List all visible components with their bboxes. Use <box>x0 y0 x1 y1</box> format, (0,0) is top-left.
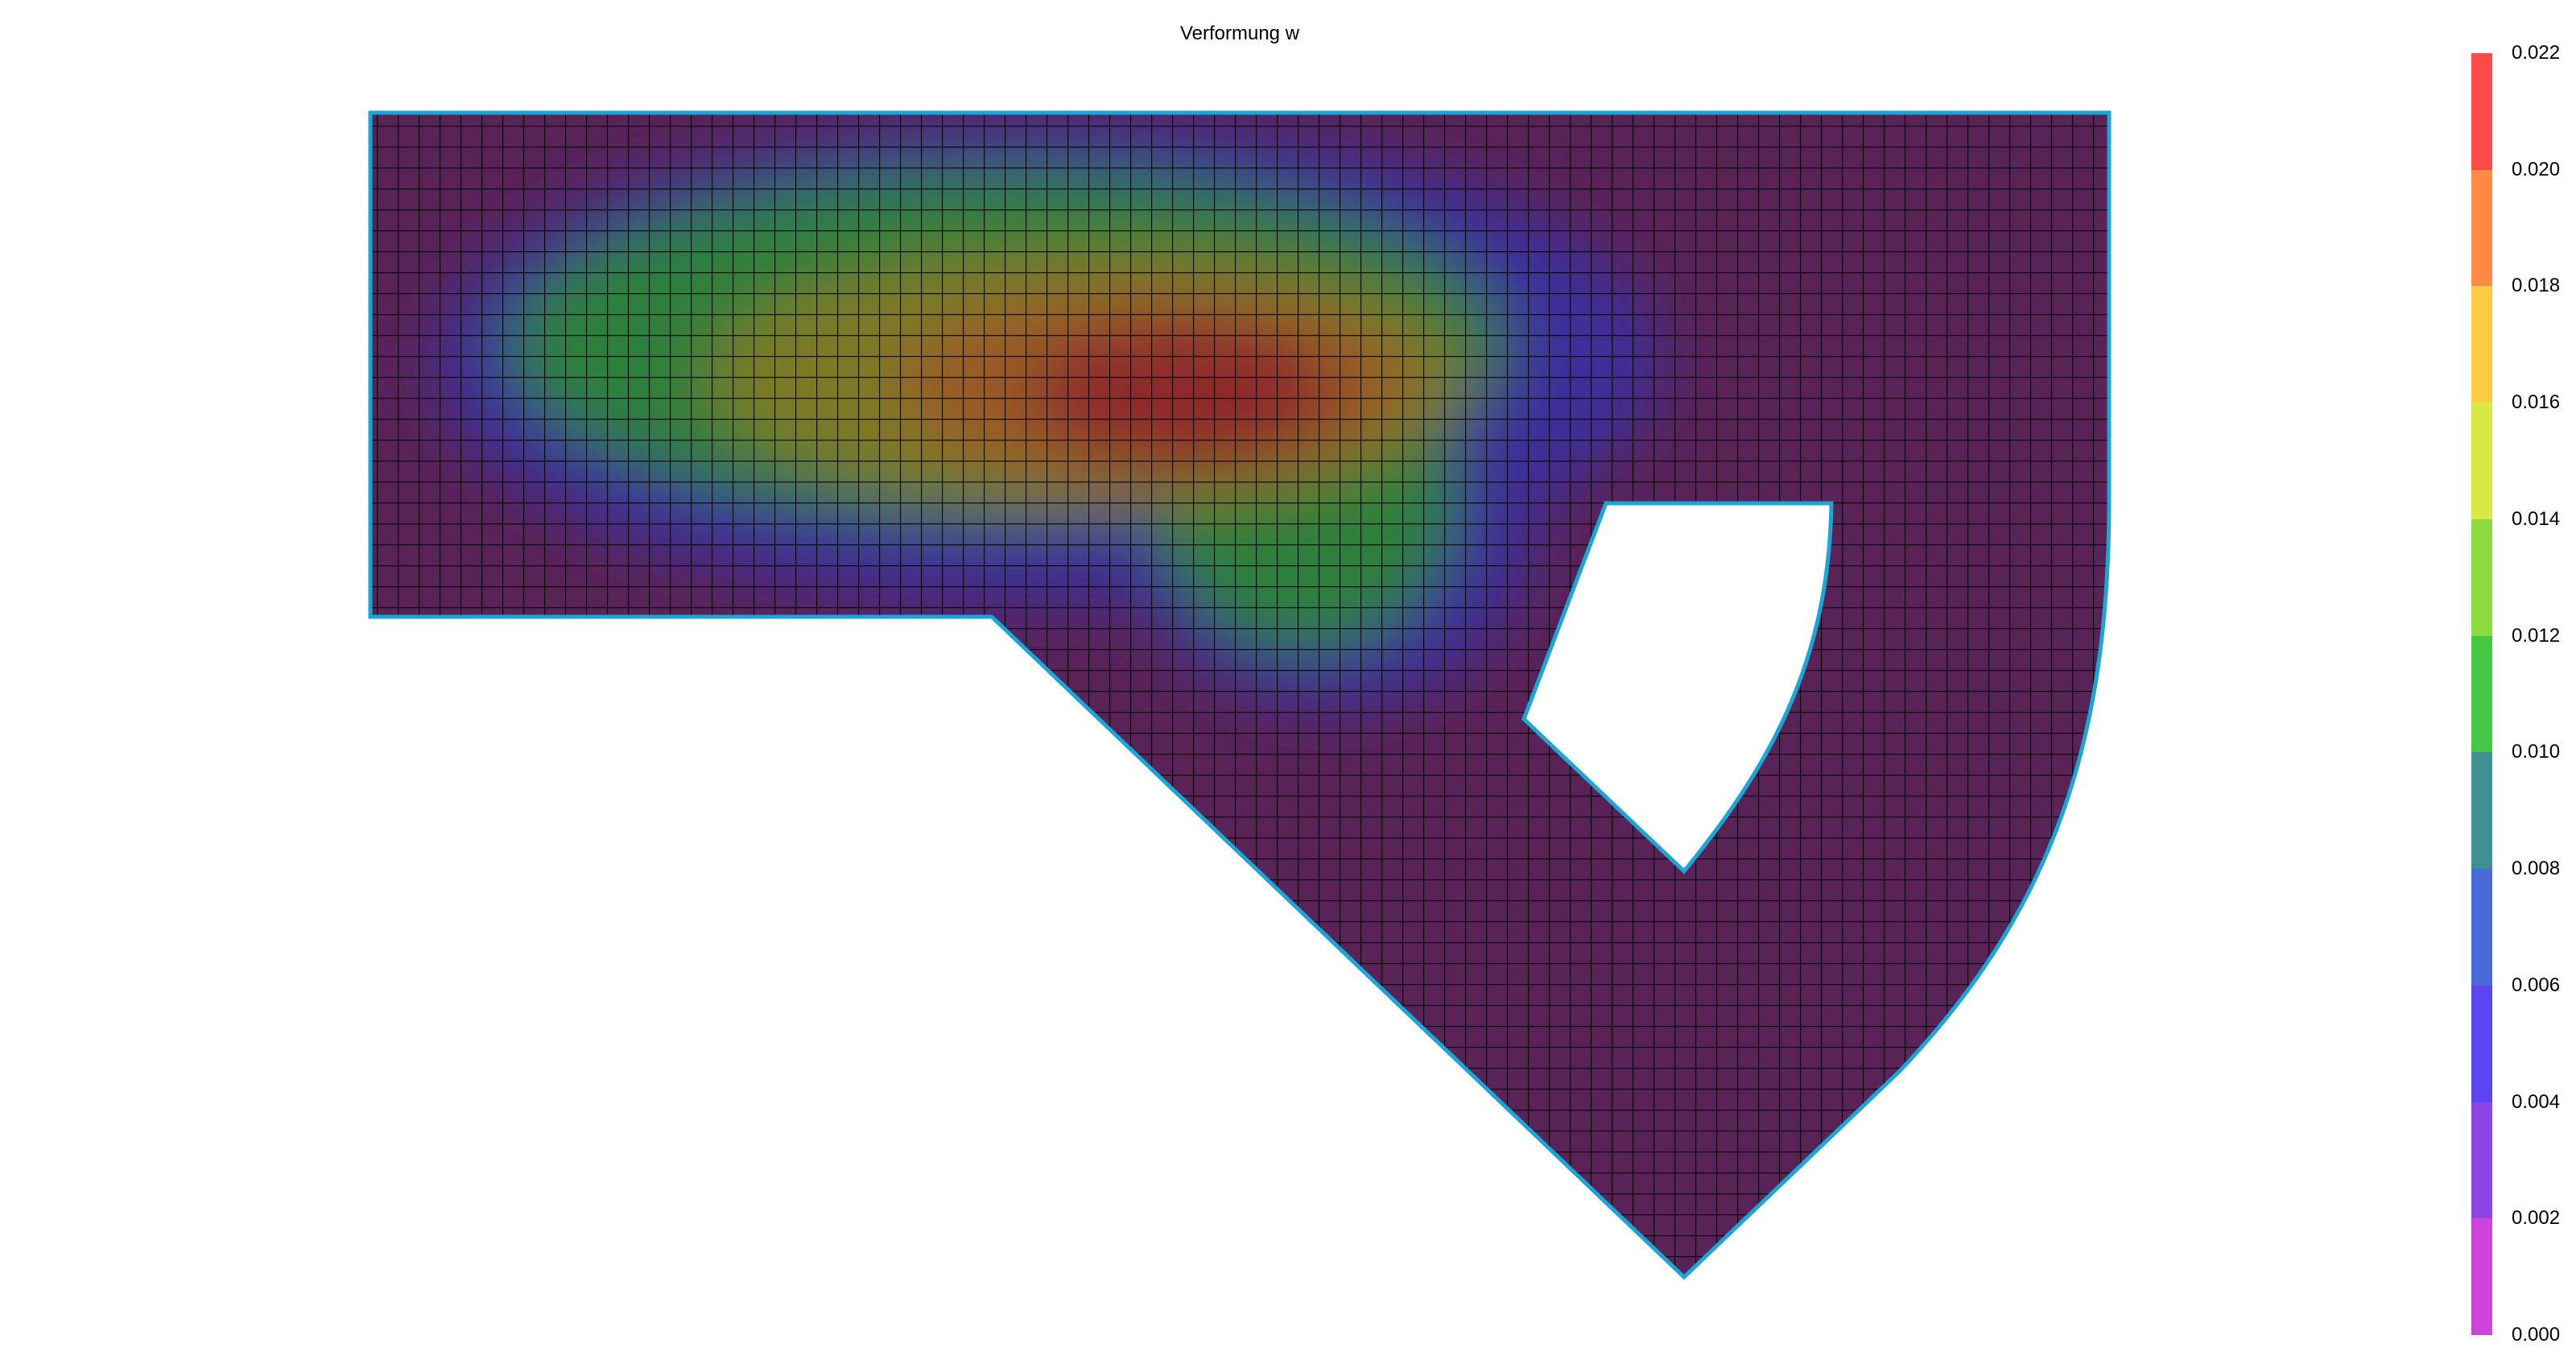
colorbar-tick-label: 0.014 <box>2512 507 2561 530</box>
colorbar-segment <box>2471 169 2492 287</box>
colorbar-tick-label: 0.008 <box>2512 858 2561 880</box>
colorbar-segment <box>2471 403 2492 520</box>
colorbar-segment <box>2471 1218 2492 1336</box>
colorbar-tick-label: 0.004 <box>2512 1090 2561 1113</box>
colorbar-tick-label: 0.006 <box>2512 974 2561 996</box>
colorbar-segment <box>2471 752 2492 870</box>
colorbar <box>2471 53 2492 1336</box>
colorbar-tick-label: 0.020 <box>2512 158 2561 180</box>
colorbar-segment <box>2471 519 2492 637</box>
hole-boundary <box>1521 501 1834 874</box>
colorbar-segment <box>2471 869 2492 986</box>
colorbar-tick-label: 0.000 <box>2512 1324 2561 1346</box>
colorbar-tick-label: 0.018 <box>2512 275 2561 297</box>
colorbar-segment <box>2471 985 2492 1103</box>
colorbar-segment <box>2471 53 2492 171</box>
colorbar-tick-label: 0.002 <box>2512 1207 2561 1230</box>
colorbar-segment <box>2471 635 2492 753</box>
domain-boundary <box>368 110 2112 1280</box>
colorbar-tick-label: 0.012 <box>2512 624 2561 647</box>
colorbar-segment <box>2471 1102 2492 1219</box>
colorbar-tick-label: 0.022 <box>2512 42 2561 64</box>
colorbar-segment <box>2471 286 2492 403</box>
plot-title: Verformung w <box>1179 23 1300 44</box>
colorbar-tick-label: 0.016 <box>2512 391 2561 414</box>
colorbar-tick-label: 0.010 <box>2512 741 2561 763</box>
